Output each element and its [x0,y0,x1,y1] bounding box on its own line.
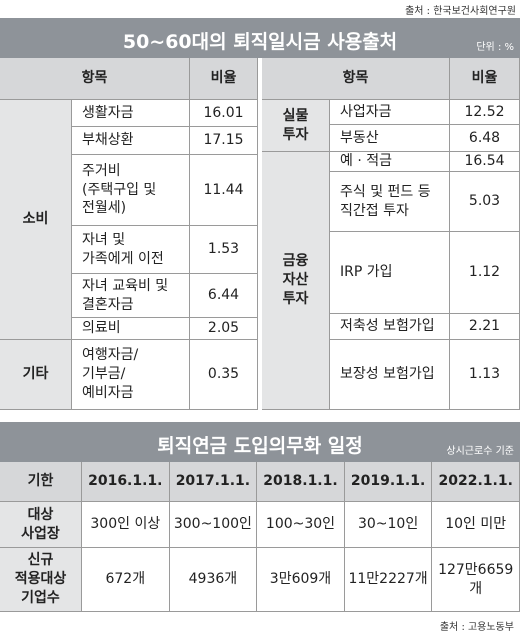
header-cell: 2016.1.1. [82,462,170,502]
data-cell: 10인 미만 [432,502,520,548]
table2-title: 퇴직연금 도입의무화 일정 [157,435,363,457]
item-value: 0.35 [190,340,258,410]
item-name: 예 · 적금 [330,152,450,172]
source-top: 출처 : 한국보건사회연구원 [405,6,516,17]
data-cell: 100~30인 [257,502,345,548]
item-name: 사업자금 [330,100,450,125]
row-label: 신규 적용대상 기업수 [0,548,82,612]
item-value: 11.44 [190,155,258,226]
item-name: 자녀 및 가족에게 이전 [72,226,190,274]
note: 상시근로수 기준 [446,446,514,457]
item-name: 주식 및 펀드 등 직간접 투자 [330,172,450,232]
header-cell: 2019.1.1. [344,462,433,502]
item-name: 부동산 [330,125,450,152]
item-value: 5.03 [450,172,520,232]
data-cell: 300~100인 [169,502,258,548]
item-value: 2.21 [450,314,520,340]
unit: 단위 : % [476,42,514,53]
header-cell: 항목 [0,58,190,100]
data-cell: 4936개 [169,548,258,612]
source-bottom: 출처 : 고용노동부 [439,622,514,633]
header-cell: 2022.1.1. [432,462,520,502]
data-cell: 127만6659개 [432,548,520,612]
item-name: 저축성 보험가입 [330,314,450,340]
row-label: 대상 사업장 [0,502,82,548]
item-value: 1.13 [450,340,520,410]
header-cell: 비율 [450,58,520,100]
data-cell: 3만609개 [257,548,345,612]
group-label: 실물 투자 [262,100,330,152]
header-cell: 항목 [262,58,450,100]
item-value: 1.53 [190,226,258,274]
table1-title: 50~60대의 퇴직일시금 사용출처 [122,31,398,53]
data-cell: 11만2227개 [344,548,433,612]
item-name: 보장성 보험가입 [330,340,450,410]
item-name: 자녀 교육비 및 결혼자금 [72,274,190,318]
header-cell: 기한 [0,462,82,502]
data-cell: 672개 [82,548,170,612]
item-value: 17.15 [190,127,258,155]
item-value: 2.05 [190,318,258,340]
header-cell: 비율 [190,58,258,100]
item-name: 주거비 (주택구입 및 전월세) [72,155,190,226]
data-cell: 300인 이상 [82,502,170,548]
group-label: 금융 자산 투자 [262,152,330,410]
title-bar [0,18,520,58]
item-value: 6.44 [190,274,258,318]
item-name: 생활자금 [72,100,190,127]
header-cell: 2018.1.1. [257,462,345,502]
item-value: 1.12 [450,232,520,314]
header-cell: 2017.1.1. [169,462,258,502]
group-label: 기타 [0,340,72,410]
item-name: 부채상환 [72,127,190,155]
item-name: 여행자금/ 기부금/ 예비자금 [72,340,190,410]
item-value: 16.01 [190,100,258,127]
title-bar [0,422,520,462]
item-value: 16.54 [450,152,520,172]
item-value: 12.52 [450,100,520,125]
group-label: 소비 [0,100,72,340]
data-cell: 30~10인 [344,502,433,548]
item-value: 6.48 [450,125,520,152]
item-name: 의료비 [72,318,190,340]
item-name: IRP 가입 [330,232,450,314]
